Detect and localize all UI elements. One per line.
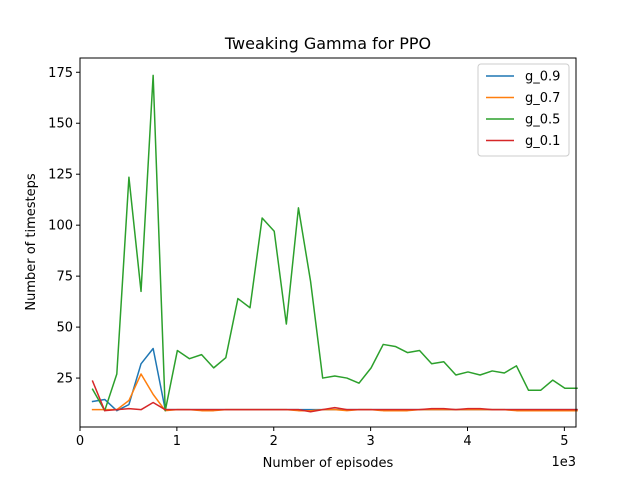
- series-line-g-0-5: [91, 74, 578, 412]
- y-axis-label: Number of timesteps: [24, 173, 39, 311]
- x-axis: 0 1 2 3 4 5: [76, 427, 569, 449]
- y-tick-label: 175: [48, 66, 73, 81]
- x-tick-label: 3: [366, 434, 374, 449]
- x-tick-label: 5: [560, 434, 568, 449]
- legend-label-g-0-5: g_0.5: [525, 113, 560, 128]
- y-tick-label: 100: [48, 219, 73, 234]
- legend-box: [477, 63, 570, 157]
- chart-title: Tweaking Gamma for PPO: [224, 34, 431, 53]
- y-tick-label: 125: [48, 168, 73, 183]
- x-axis-offset-label: 1e3: [551, 455, 576, 470]
- y-tick-label: 75: [56, 270, 73, 285]
- legend-label-g-0-9: g_0.9: [525, 70, 560, 85]
- x-axis-label: Number of episodes: [263, 456, 394, 471]
- y-tick-label: 50: [56, 321, 73, 336]
- legend-label-g-0-1: g_0.1: [525, 134, 560, 149]
- plot-frame: [79, 57, 577, 428]
- series-layer: [91, 74, 578, 413]
- legend-label-g-0-7: g_0.7: [525, 91, 560, 106]
- x-tick-label: 4: [463, 434, 471, 449]
- y-tick-label: 150: [48, 117, 73, 132]
- x-tick-label: 2: [270, 434, 278, 449]
- series-line-g-0-1: [91, 380, 578, 413]
- x-tick-label: 0: [76, 434, 84, 449]
- legend: g_0.9 g_0.7 g_0.5 g_0.1: [477, 63, 570, 157]
- x-tick-label: 1: [173, 434, 181, 449]
- y-axis: 25 50 75 100 125 150 175: [48, 66, 80, 387]
- y-tick-label: 25: [56, 372, 73, 387]
